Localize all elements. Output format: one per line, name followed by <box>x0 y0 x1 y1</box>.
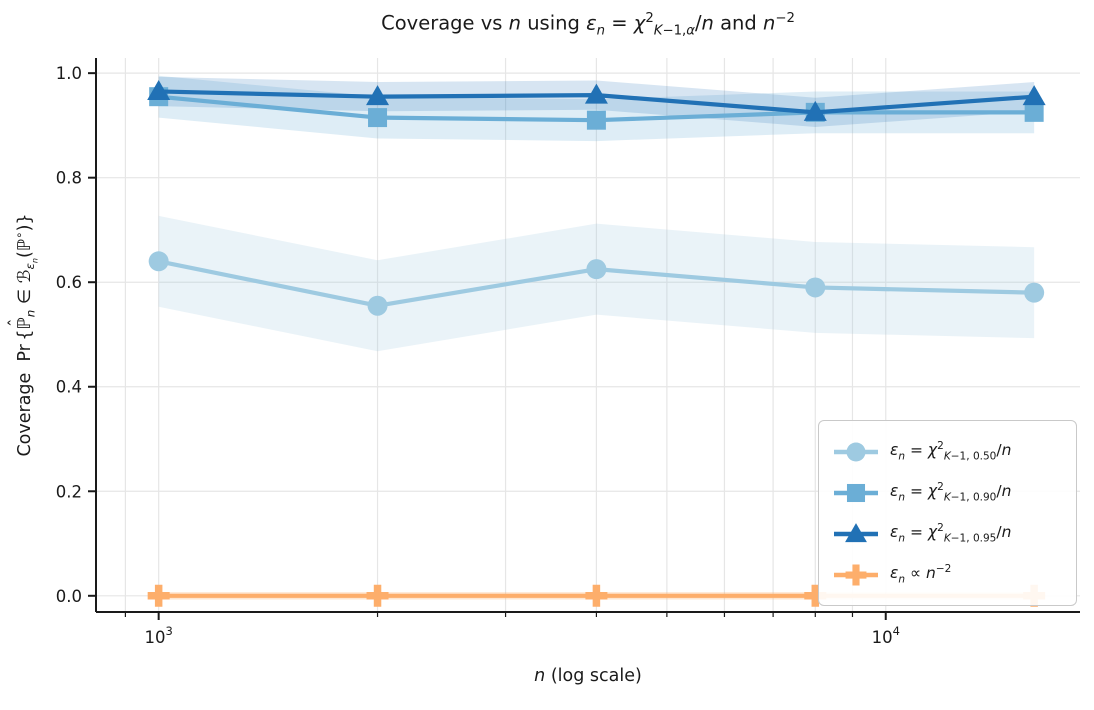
y-tick-label: 0.6 <box>56 273 82 292</box>
series-chi2-alpha-050 <box>148 251 1045 316</box>
legend-item-eps-n-minus-2: εn ∝ n−2 <box>831 554 1064 595</box>
marker-plus <box>147 584 170 607</box>
y-tick-label: 0.4 <box>56 378 82 397</box>
marker-triangle <box>845 522 867 542</box>
marker-circle <box>805 277 826 298</box>
marker-circle <box>148 251 169 272</box>
y-tick-label: 0.2 <box>56 482 82 501</box>
marker-square <box>846 483 866 502</box>
marker-circle <box>586 259 607 280</box>
series-chi2-alpha-095 <box>147 79 1046 121</box>
marker-triangle <box>1022 85 1046 106</box>
marker-square <box>1024 102 1044 122</box>
legend-sample-circle <box>834 442 878 461</box>
legend-label: εn = χ2K−1, 0.90/n <box>890 481 1012 504</box>
legend-sample-plus <box>834 564 878 585</box>
legend-sample-triangle <box>834 522 878 542</box>
marker-triangle <box>147 79 171 100</box>
legend-label: εn = χ2K−1, 0.95/n <box>890 522 1012 545</box>
marker-plus <box>366 584 389 607</box>
marker-triangle <box>366 85 390 106</box>
legend-item-chi2-alpha-090: εn = χ2K−1, 0.90/n <box>831 472 1064 513</box>
chart-title: Coverage vs n using εn = χ2K−1,α/n and n… <box>381 11 795 39</box>
legend-item-chi2-alpha-095: εn = χ2K−1, 0.95/n <box>831 513 1064 554</box>
gridlines <box>96 58 1080 612</box>
marker-triangle <box>803 100 827 121</box>
y-axis-label: Coverage Pr {ℙ ˆ n ∈ ℬεn(ℙ∘)} <box>5 213 40 457</box>
tick-marks <box>88 72 887 620</box>
marker-plus <box>845 564 867 585</box>
marker-circle <box>846 442 866 461</box>
y-tick-label: 0.0 <box>56 587 82 606</box>
band-chi2-alpha-050 <box>158 215 1035 352</box>
legend-item-chi2-alpha-050: εn = χ2K−1, 0.50/n <box>831 431 1064 472</box>
marker-triangle <box>584 83 608 104</box>
marker-circle <box>1024 282 1045 303</box>
marker-square <box>586 110 606 130</box>
marker-square <box>368 108 388 128</box>
x-tick-label: 103 <box>145 624 173 647</box>
x-axis-label: n (log scale) <box>534 666 642 686</box>
legend-label: εn = χ2K−1, 0.50/n <box>890 440 1012 463</box>
legend-label: εn ∝ n−2 <box>890 563 952 586</box>
y-tick-label: 0.8 <box>56 169 82 188</box>
marker-plus <box>585 584 608 607</box>
legend: εn = χ2K−1, 0.50/n εn = χ2K−1, 0.90/n εn =… <box>818 420 1077 606</box>
marker-circle <box>367 295 388 316</box>
x-tick-label: 104 <box>872 624 900 647</box>
axes-spines <box>95 58 1080 613</box>
legend-sample-square <box>834 483 878 502</box>
y-tick-label: 1.0 <box>56 64 82 83</box>
